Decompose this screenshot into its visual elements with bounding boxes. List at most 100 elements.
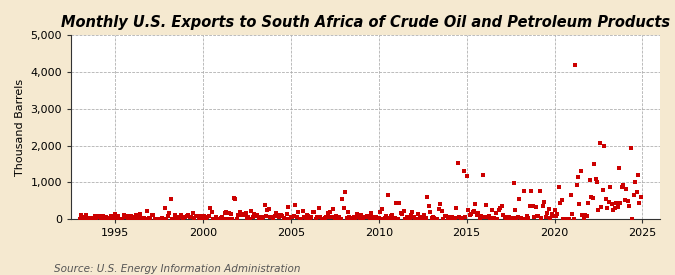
Point [233,213,244,217]
Point [120,215,131,219]
Point [198,216,209,221]
Point [341,216,352,220]
Point [208,216,219,221]
Point [126,214,136,218]
Point [142,208,153,213]
Point [504,214,514,219]
Point [272,213,283,218]
Point [435,202,446,206]
Point [228,196,239,200]
Point [173,216,184,221]
Point [193,216,204,221]
Point [552,212,563,216]
Point [90,216,101,221]
Point [352,211,362,216]
Point [599,144,610,148]
Point [236,213,246,217]
Point [189,215,200,220]
Point [545,216,556,220]
Point [192,214,202,219]
Point [512,215,523,219]
Point [387,212,398,217]
Point [194,214,205,218]
Point [423,203,434,208]
Point [252,213,263,217]
Point [511,216,522,221]
Point [591,180,602,184]
Point [364,216,375,221]
Point [318,217,329,221]
Point [105,213,116,218]
Point [628,192,639,197]
Point [458,169,469,173]
Point [606,202,617,207]
Point [466,212,477,216]
Point [542,210,553,215]
Point [397,212,408,216]
Point [286,215,296,219]
Point [385,213,396,218]
Point [279,217,290,221]
Point [448,216,459,221]
Point [383,216,394,220]
Point [473,211,484,215]
Point [630,180,641,185]
Point [157,215,167,220]
Point [329,217,340,221]
Point [610,205,620,210]
Point [565,192,576,197]
Point [369,216,380,220]
Point [227,217,238,221]
Point [209,216,220,221]
Point [221,210,232,214]
Point [379,216,390,220]
Point [451,206,462,210]
Point [79,216,90,221]
Point [475,216,485,220]
Point [263,207,274,211]
Point [392,216,403,221]
Point [89,214,100,218]
Point [362,214,373,218]
Point [164,211,175,215]
Point [400,216,410,221]
Point [177,216,188,221]
Point [602,206,613,211]
Point [215,216,226,221]
Point [625,146,636,150]
Point [139,216,150,220]
Point [223,217,234,221]
Point [524,204,535,208]
Point [611,201,622,205]
Point [325,210,336,214]
Point [297,209,308,213]
Point [556,198,567,202]
Point [334,215,345,219]
Point [327,214,338,219]
Point [500,214,510,219]
Point [452,160,463,165]
Point [284,216,295,221]
Point [551,214,562,219]
Point [104,216,115,221]
Point [200,217,211,221]
Point [84,216,95,220]
Point [151,216,161,221]
Point [394,201,405,205]
Point [472,213,483,217]
Point [133,216,144,221]
Point [567,211,578,216]
Point [335,217,346,221]
Point [634,201,645,206]
Point [396,211,406,215]
Point [317,216,327,221]
Point [300,216,311,220]
Point [363,215,374,219]
Point [274,215,285,219]
Point [136,217,147,221]
Point [425,210,435,214]
Point [381,213,392,218]
Point [589,162,599,166]
Point [95,216,106,220]
Point [477,172,488,177]
